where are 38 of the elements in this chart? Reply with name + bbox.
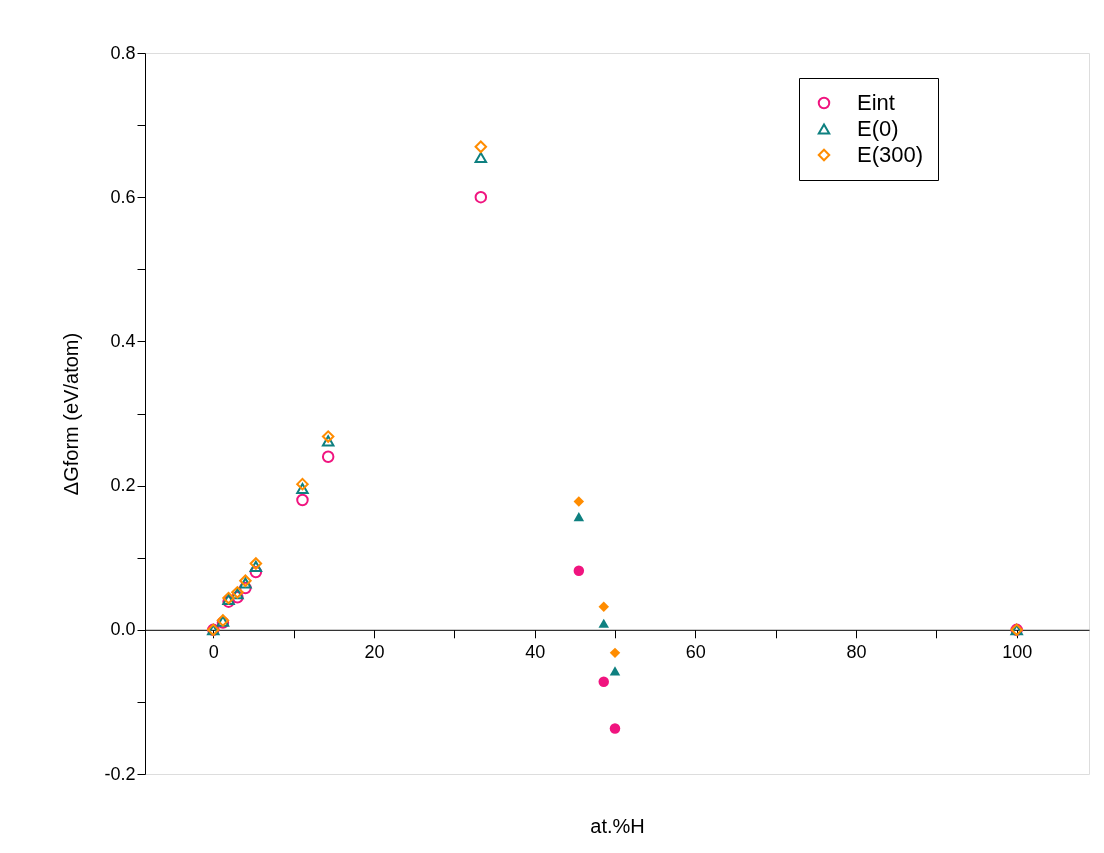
point: [231, 591, 244, 604]
y-axis-title: ΔGform (eV/atom): [60, 332, 83, 496]
point: [573, 565, 585, 576]
point: [249, 565, 263, 579]
point: [474, 152, 488, 164]
point: [598, 618, 609, 628]
y-tick-label: -0.2: [104, 763, 136, 784]
point: [296, 477, 309, 491]
x-tick-label: 0: [208, 642, 219, 663]
point: [598, 676, 609, 687]
point: [474, 140, 488, 153]
point: [296, 493, 309, 507]
x-tick-label: 40: [525, 642, 546, 663]
point: [573, 512, 585, 522]
y-tick-label: 0.6: [110, 186, 136, 207]
y-tick-label: 0.4: [110, 330, 136, 351]
point: [609, 723, 621, 734]
point: [239, 581, 252, 595]
legend-label: Eint: [857, 90, 895, 115]
y-tick-label: 0.0: [110, 619, 136, 640]
point: [598, 601, 609, 612]
legend-label: E(300): [857, 142, 924, 167]
point: [609, 647, 621, 659]
x-tick-label: 20: [364, 642, 385, 663]
point: [296, 482, 309, 495]
point: [321, 430, 335, 443]
legend-label: E(0): [857, 116, 899, 141]
point: [321, 450, 335, 463]
point: [609, 666, 621, 676]
y-tick-label: 0.2: [110, 475, 136, 496]
point: [474, 190, 488, 204]
point: [321, 435, 335, 447]
x-tick-label: 80: [846, 642, 867, 663]
x-tick-label: 60: [685, 642, 706, 663]
point: [573, 496, 585, 507]
x-axis-title: at.%H: [590, 814, 645, 837]
x-tick-label: 100: [1002, 642, 1033, 663]
y-tick-label: 0.8: [110, 42, 136, 63]
